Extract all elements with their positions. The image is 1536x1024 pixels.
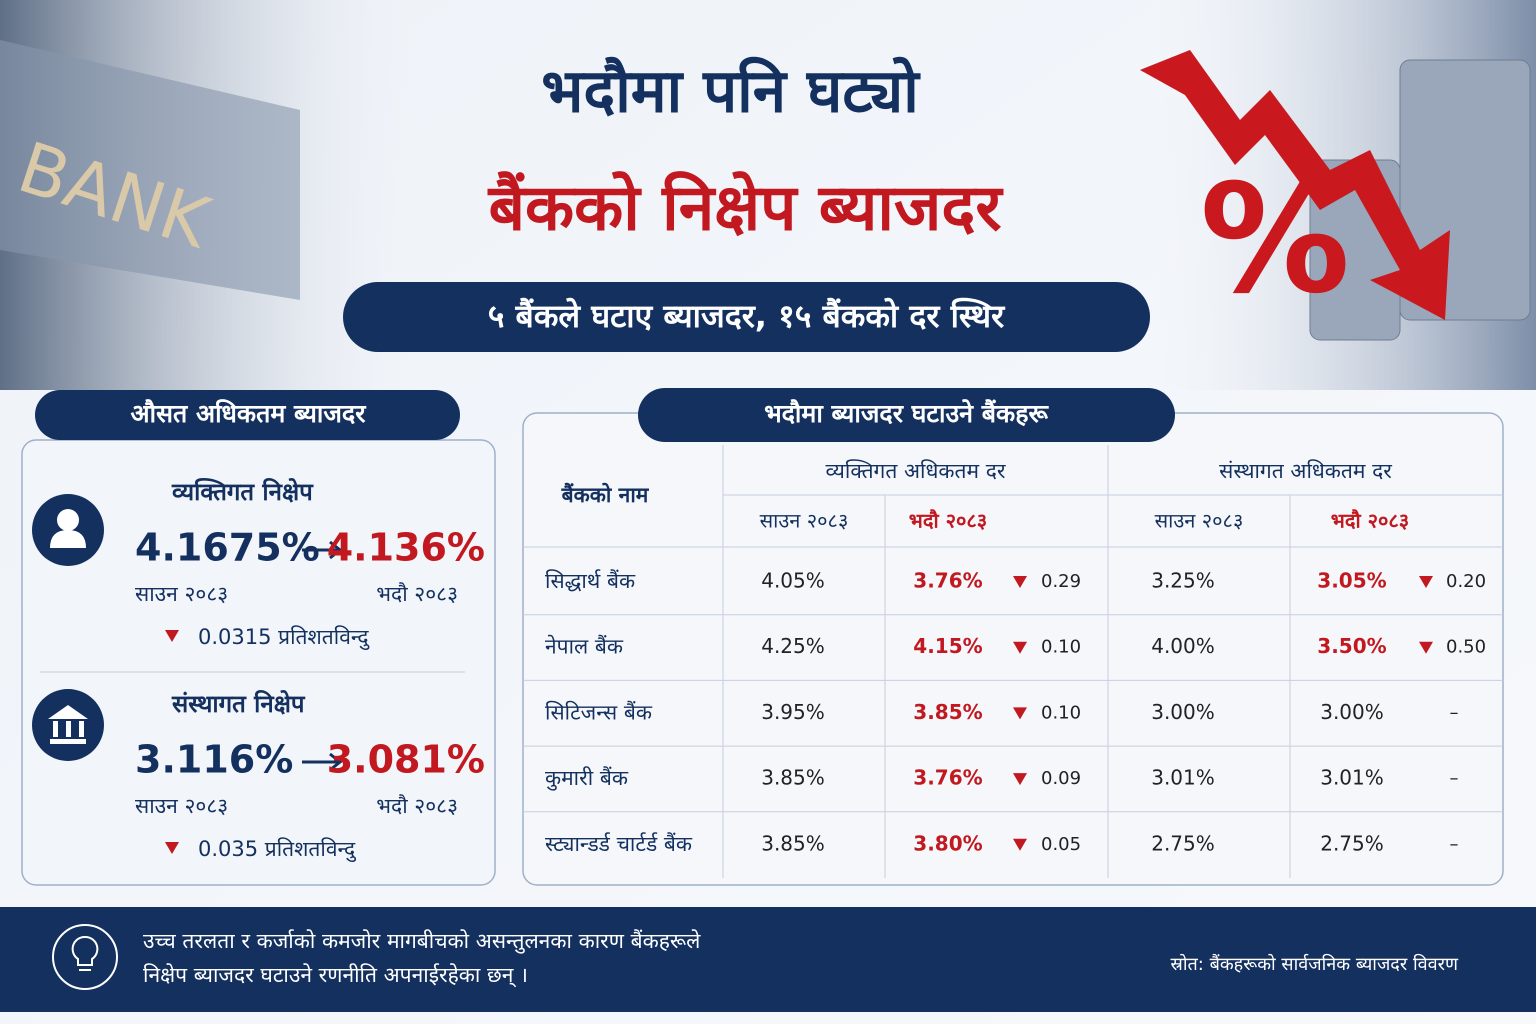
cell: 3.85% [913,700,982,724]
bank-name: सिटिजन्स बैंक [545,700,653,724]
column-header: साउन २०८३ [1155,509,1244,533]
previous-month: साउन २०८३ [135,582,228,606]
person-glyph [50,530,86,548]
previous-rate: 4.1675% [135,526,320,570]
cell-change: 0.29 [1041,571,1081,592]
cell-change: 0.20 [1446,571,1486,592]
cell-change: 0.05 [1041,834,1081,855]
section-label: संस्थागत निक्षेप [171,690,306,718]
table-heading-pill [638,388,1175,442]
average-heading-pill [35,390,460,440]
footer-band [0,907,1536,1012]
name-header: बैंकको नाम [561,482,650,507]
bank-name: कुमारी बैंक [545,766,629,791]
cell: 3.05% [1317,569,1386,593]
cell: 3.00% [1320,700,1384,724]
rate-change: 0.035 प्रतिशतविन्दु [198,837,357,863]
current-rate: 3.081% [327,738,485,782]
table-heading: भदौमा ब्याजदर घटाउने बैंकहरू [764,399,1049,428]
rate-change: 0.0315 प्रतिशतविन्दु [198,625,370,651]
column-header: साउन २०८३ [760,509,849,533]
title-line-1: भदौमा पनि घट्यो [541,57,921,127]
subtitle-pill [343,282,1150,352]
cell-change: 0.50 [1446,637,1486,658]
cell-change: – [1450,834,1459,855]
change-arrow [302,752,343,772]
column-header: भदौ २०८३ [909,509,987,533]
cell-change: – [1450,702,1459,723]
cell-change: 0.10 [1041,637,1081,658]
down-triangle [1419,641,1433,654]
cell: 3.50% [1317,634,1386,658]
average-heading: औसत अधिकतम ब्याजदर [131,399,368,428]
previous-rate: 3.116% [135,738,293,782]
cell-change: – [1450,768,1459,789]
footer-note-line: उच्च तरलता र कर्जाको कमजोर मागबीचको असन्… [143,929,701,954]
previous-month: साउन २०८३ [135,794,228,818]
percent-graphic: % [1200,153,1350,327]
cell: 3.01% [1151,766,1215,790]
cell: 3.95% [761,700,825,724]
down-triangle [1013,773,1027,786]
bank-name: स्ट्यान्डर्ड चार्टर्ड बैंक [545,832,693,856]
cell: 2.75% [1320,831,1384,855]
cell-change: 0.09 [1041,768,1081,789]
cell: 4.00% [1151,634,1215,658]
down-arrow-graphic [1140,50,1450,320]
group-header: संस्थागत अधिकतम दर [1219,459,1392,483]
current-rate: 4.136% [327,526,485,570]
cell: 3.25% [1151,569,1215,593]
down-triangle [1013,641,1027,654]
cell: 3.00% [1151,700,1215,724]
cell: 4.05% [761,569,825,593]
cell: 3.85% [761,766,825,790]
cell: 3.85% [761,831,825,855]
bulb-icon [52,924,118,990]
subtitle: ५ बैंकले घटाए ब्याजदर, १५ बैंकको दर स्थि… [488,297,1006,335]
bank-name: नेपाल बैंक [545,635,624,659]
cell-change: 0.10 [1041,702,1081,723]
change-arrow [302,540,343,560]
footer-source: स्रोत: बैंकहरूको सार्वजनिक ब्याजदर विवरण [1171,953,1459,975]
bank-glyph [48,705,88,744]
cell: 3.76% [913,569,982,593]
cell: 3.76% [913,766,982,790]
bulb-glyph [71,935,99,971]
cell: 2.75% [1151,831,1215,855]
cell: 3.01% [1320,766,1384,790]
cell: 4.15% [913,634,982,658]
down-triangle [165,842,179,854]
current-month: भदौ २०८३ [376,582,458,606]
current-month: भदौ २०८३ [376,794,458,818]
section-label: व्यक्तिगत निक्षेप [171,478,314,506]
column-header: भदौ २०८३ [1331,509,1409,533]
cell: 4.25% [761,634,825,658]
cell: 3.80% [913,831,982,855]
down-triangle [1419,576,1433,588]
down-triangle [1013,838,1027,851]
title-line-2: बैंकको निक्षेप ब्याजदर [487,171,1004,246]
bank-name: सिद्धार्थ बैंक [545,569,636,593]
down-triangle [1013,576,1027,588]
down-triangle [165,630,179,642]
bank-facade [0,40,300,300]
down-triangle [1013,707,1027,720]
footer-note-line: निक्षेप ब्याजदर घटाउने रणनीति अपनाईरहेका… [143,963,528,988]
group-header: व्यक्तिगत अधिकतम दर [826,459,1006,483]
person-glyph [57,509,79,531]
